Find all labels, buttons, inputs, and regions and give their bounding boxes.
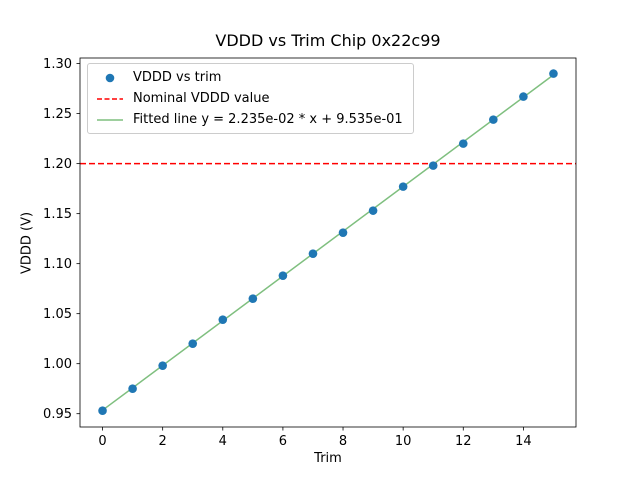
chart-title: VDDD vs Trim Chip 0x22c99: [215, 31, 441, 50]
data-point: [428, 161, 438, 170]
legend-item: Nominal VDDD value: [95, 91, 403, 106]
legend-label: Fitted line y = 2.235e-02 * x + 9.535e-0…: [133, 112, 403, 127]
legend-item: VDDD vs trim: [95, 70, 403, 85]
x-tick-label: 2: [159, 434, 167, 449]
y-tick-label: 1.25: [43, 107, 72, 122]
data-point: [519, 92, 528, 101]
x-axis-label: Trim: [314, 451, 342, 466]
data-point: [218, 315, 228, 324]
x-tick-label: 14: [515, 434, 532, 449]
x-tick-label: 6: [279, 434, 287, 449]
x-tick-label: 12: [455, 434, 472, 449]
data-point: [338, 228, 348, 237]
x-tick-label: 10: [395, 434, 412, 449]
dashed-line-icon: [97, 97, 123, 100]
y-tick-label: 1.00: [43, 357, 72, 372]
y-tick-label: 1.15: [43, 207, 72, 222]
data-point: [398, 182, 408, 191]
y-tick-label: 1.10: [43, 257, 72, 272]
legend-label: Nominal VDDD value: [133, 91, 270, 106]
y-tick-label: 1.20: [43, 157, 72, 172]
y-axis-label: VDDD (V): [19, 211, 35, 275]
x-tick-label: 8: [339, 434, 347, 449]
data-point: [158, 361, 167, 370]
x-tick-label: 0: [98, 434, 106, 449]
data-point: [98, 406, 107, 415]
data-point: [368, 206, 378, 215]
y-tick-label: 0.95: [43, 407, 72, 422]
legend-label: VDDD vs trim: [133, 70, 222, 85]
legend: VDDD vs trim Nominal VDDD value Fitted lin…: [87, 63, 414, 134]
data-point: [458, 139, 468, 148]
data-point: [128, 384, 137, 393]
data-point: [549, 69, 558, 78]
axes-frame: [79, 57, 577, 428]
data-point: [248, 294, 258, 303]
fitted-line: [102, 74, 554, 411]
data-point: [188, 339, 198, 348]
legend-item: Fitted line y = 2.235e-02 * x + 9.535e-0…: [95, 112, 403, 127]
scatter-marker-icon: [105, 73, 115, 82]
data-point: [489, 115, 498, 124]
y-tick-label: 1.05: [43, 307, 72, 322]
solid-line-icon: [97, 118, 123, 121]
data-point: [308, 249, 318, 258]
x-tick-label: 4: [219, 434, 227, 449]
y-tick-label: 1.30: [43, 57, 72, 72]
data-point: [278, 271, 288, 280]
